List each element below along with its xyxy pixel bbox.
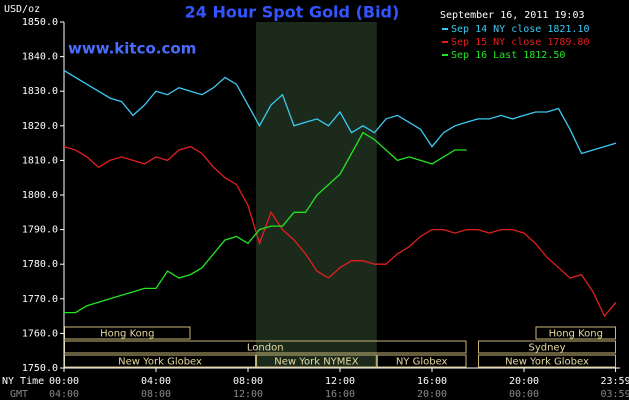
x-tick-label: 04:00 (141, 376, 171, 387)
y-tick-label: 1750.0 (22, 363, 58, 374)
session-label: Sydney (528, 343, 565, 354)
session-label: NY Globex (396, 357, 448, 368)
x2-tick-label: 08:00 (141, 389, 171, 400)
y-tick-label: 1800.0 (22, 190, 58, 201)
session-box (478, 354, 616, 368)
session-label: New York NYMEX (274, 357, 359, 368)
legend-label: Sep 14 NY close 1821.10 (451, 24, 589, 35)
x-tick-label: 08:00 (233, 376, 263, 387)
session-box (376, 354, 467, 368)
series-line (63, 69, 617, 155)
x2-tick-label: 12:00 (233, 389, 263, 400)
x2-tick-label: 20:00 (417, 389, 447, 400)
x2-tick-label: 00:00 (509, 389, 539, 400)
session-label: London (247, 343, 284, 354)
x2-tick-label: 04:00 (49, 389, 79, 400)
legend-label: Sep 15 NY close 1789.80 (451, 37, 589, 48)
x-tick-label: 23:59 (600, 376, 629, 387)
session-label: Hong Kong (100, 329, 154, 340)
legend-label: Sep 16 Last 1812.50 (451, 50, 565, 61)
x2-tick-label: 03:59 (600, 389, 629, 400)
timestamp: September 16, 2011 19:03 (440, 10, 585, 21)
y-tick-label: 1770.0 (22, 294, 58, 305)
x-tick-label: 16:00 (417, 376, 447, 387)
x-tick-label: 20:00 (509, 376, 539, 387)
y-tick-label: 1850.0 (22, 17, 58, 28)
y-tick-label: 1790.0 (22, 225, 58, 236)
session-box (256, 354, 377, 368)
y-tick-label: 1780.0 (22, 259, 58, 270)
y-tick-label: 1840.0 (22, 52, 58, 63)
session-label: New York Globex (505, 357, 589, 368)
session-box (478, 340, 616, 354)
series-line (63, 145, 617, 318)
y-tick-label: 1810.0 (22, 155, 58, 166)
y-axis-label: USD/oz (4, 4, 40, 15)
x-row-label: NY Time (2, 376, 44, 387)
x2-tick-label: 16:00 (325, 389, 355, 400)
x2-row-label: GMT (10, 389, 28, 400)
chart-title: 24 Hour Spot Gold (Bid) (185, 3, 400, 22)
x-tick-label: 12:00 (325, 376, 355, 387)
y-tick-label: 1820.0 (22, 121, 58, 132)
y-tick-label: 1760.0 (22, 328, 58, 339)
x-tick-label: 00:00 (49, 376, 79, 387)
series-line (64, 131, 467, 314)
session-box (535, 326, 616, 340)
source: www.kitco.com (68, 40, 196, 58)
session-label: New York Globex (118, 357, 202, 368)
session-label: Hong Kong (549, 329, 603, 340)
y-tick-label: 1830.0 (22, 86, 58, 97)
